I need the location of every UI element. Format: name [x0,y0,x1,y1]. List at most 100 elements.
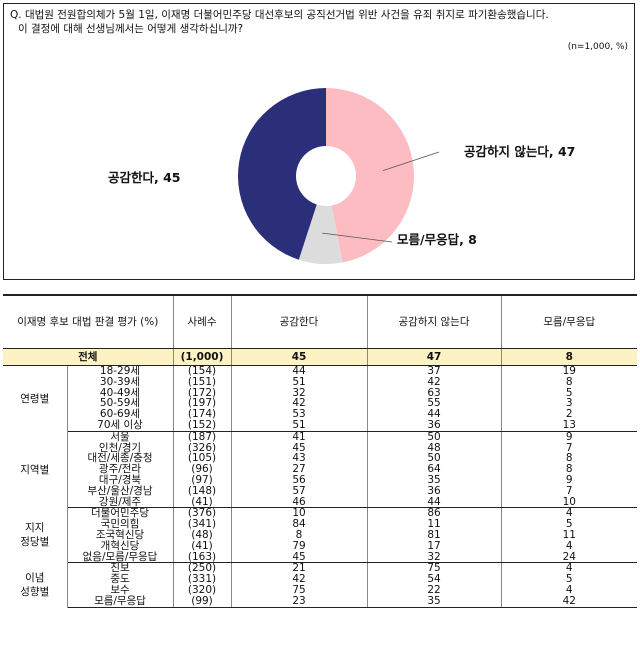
group-label: 지지 정당별 [3,507,68,563]
table-row: 강원/제주 (41) 46 44 10 [3,496,637,509]
row-n: (197) [172,398,232,410]
row-disagree: 55 [367,398,502,410]
table-row: 국민의힘 (341) 84 11 5 [3,519,637,530]
table-row: 부산/울산/경남 (148) 57 36 7 [3,486,637,497]
row-agree: 51 [231,377,368,388]
slice-label: 공감하지 않는다, 47 [464,144,575,159]
row-label: 40-49세 [99,386,141,399]
row-label: 강원/제주 [67,496,173,509]
row-dontknow: 19 [562,365,576,378]
row-disagree: 48 [367,442,502,454]
row-dontknow: 2 [565,408,573,421]
row-agree: 45 [231,442,368,454]
row-label: 부산/울산/경남 [87,484,153,497]
row-agree: 42 [231,398,368,410]
row-disagree: 44 [367,409,502,420]
row-disagree: 35 [367,475,502,486]
row-n: (163) [172,551,232,564]
sample-note: (n=1,000, %) [567,42,628,52]
row-agree: 44 [231,365,368,377]
row-label: 중도 [110,573,130,586]
row-n: (326) [172,442,232,454]
row-dontknow: 5 [565,386,573,399]
row-label: 50-59세 [99,397,141,410]
row-dontknow: 13 [501,420,637,432]
row-n: (105) [172,453,232,465]
row-disagree: 36 [367,420,502,432]
row-label: 조국혁신당 [95,529,145,542]
row-dontknow: 3 [565,397,573,410]
row-label: 보수 [110,584,130,597]
row-disagree: 42 [367,377,502,388]
row-dontknow: 4 [565,539,573,552]
row-disagree: 50 [367,431,502,443]
table-row: 70세 이상 (152) 51 36 13 [3,420,637,432]
row-label: 없음/모름/무응답 [67,551,173,564]
row-disagree: 63 [367,387,502,399]
row-agree: 45 [231,551,368,564]
row-label: 더불어민주당 [91,507,149,520]
question-text: Q. 대법원 전원합의체가 5월 1일, 이재명 더불어민주당 대선후보의 공직… [10,9,549,21]
row-label: 18-29세 [99,365,141,378]
table-row: 모름/무응답 (99) 23 35 42 [3,595,637,608]
row-n: (154) [172,365,232,377]
row-n: (331) [172,574,232,585]
leader-line [322,232,393,243]
row-n: (41) [172,496,232,509]
row-n: (151) [172,377,232,388]
header-category: 이재명 후보 대법 판결 평가 (%) [3,294,173,349]
group-label: 연령별 [3,365,68,432]
table-row: 중도 (331) 42 54 5 [3,574,637,585]
table-row: 연령별 18-29세 (154) 44 37 19 [3,365,637,432]
row-label: 국민의힘 [100,518,140,531]
row-label: 모름/무응답 [67,595,173,608]
row-agree: 41 [231,431,368,443]
table-row: 지지 정당별 더불어민주당 (376) 10 86 4 [3,507,637,563]
question-text-line2: 이 결정에 대해 선생님께서는 어떻게 생각하십니까? [18,23,244,35]
row-n: (187) [172,431,232,443]
row-agree: 75 [231,585,368,596]
row-n: (99) [172,595,232,608]
row-dontknow: 9 [565,474,573,487]
row-agree: 57 [231,486,368,497]
slice-label: 공감한다, 45 [108,170,181,185]
row-agree: 53 [231,409,368,420]
row-dontknow: 11 [562,529,576,542]
row-label: 광주/전라 [98,463,142,476]
row-disagree: 50 [367,453,502,465]
row-label: 서울 [110,430,130,443]
results-table: 이재명 후보 대법 판결 평가 (%) 사례수 공감한다 공감하지 않는다 모름… [3,294,637,608]
row-n: (148) [172,486,232,497]
row-n: (250) [172,562,232,575]
header-n: 사례수 [172,294,231,349]
row-disagree: 32 [367,551,502,564]
row-dontknow: 5 [565,518,573,531]
donut-chart: 공감하지 않는다, 47 모름/무응답, 8 공감한다, 45 [108,88,575,264]
total-dontknow: 8 [501,348,637,366]
row-label: 진보 [110,562,130,575]
row-n: (97) [172,475,232,486]
slice-label: 모름/무응답, 8 [397,232,477,247]
row-disagree: 35 [367,595,502,608]
header-disagree: 공감하지 않는다 [366,294,501,349]
pie-slice [298,204,343,264]
group-label: 지역별 [3,431,68,508]
total-row: 전체 (1,000) 45 47 8 [3,348,637,366]
table-row: 대전/세종/충청 (105) 43 50 8 [3,453,637,465]
row-disagree: 54 [367,574,502,585]
table-row: 지역별 서울 (187) 41 50 9 [3,430,637,508]
row-disagree: 36 [367,486,502,497]
row-agree: 46 [231,496,368,509]
row-n: (320) [172,585,232,596]
row-dontknow: 7 [565,484,573,497]
row-label: 70세 이상 [67,420,173,432]
table-row: 이념 성향별 진보 (250) 21 75 4 [3,562,637,608]
row-agree: 8 [231,530,368,541]
row-n: (341) [172,519,232,530]
total-disagree: 47 [367,348,502,366]
row-dontknow: 24 [501,551,637,564]
total-agree: 45 [231,348,368,366]
row-label: 개혁신당 [100,539,140,552]
header-dontknow: 모름/무응답 [500,294,637,349]
row-label: 대구/경북 [98,474,142,487]
